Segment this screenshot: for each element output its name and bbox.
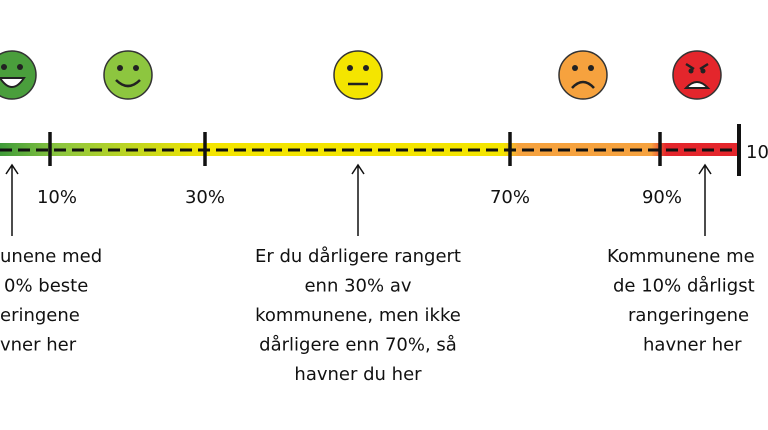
- note-line: rangeringene: [628, 305, 749, 326]
- note-line: havner her: [643, 335, 742, 356]
- note-line: 0% beste: [4, 276, 88, 297]
- note-line: dårligere enn 70%, så: [259, 335, 457, 356]
- note-line: unene med: [0, 246, 102, 267]
- tick-label: 70%: [490, 187, 530, 208]
- note-line: de 10% dårligst: [613, 276, 755, 297]
- note-line: eringene: [0, 305, 80, 326]
- tick-marks: [48, 124, 741, 176]
- note-line: kommunene, men ikke: [255, 305, 461, 326]
- note-line: havner du her: [294, 364, 422, 385]
- note-line: enn 30% av: [304, 276, 411, 297]
- tick-label: 10: [746, 142, 768, 163]
- face-neutral: [333, 50, 383, 100]
- tick-label: 10%: [37, 187, 77, 208]
- note-line: Kommunene me: [607, 246, 755, 267]
- face-angry: [672, 50, 722, 100]
- note-line: Er du dårligere rangert: [255, 246, 461, 267]
- note-line: vner her: [0, 335, 77, 356]
- face-sad: [558, 50, 608, 100]
- arrows: [5, 163, 712, 236]
- faces: [0, 50, 722, 100]
- tick-label: 30%: [185, 187, 225, 208]
- notes: unene med 0% beste eringene vner her Er du d…: [0, 246, 755, 385]
- tick-label: 90%: [642, 187, 682, 208]
- face-happy: [103, 50, 153, 100]
- face-very-happy: [0, 50, 37, 100]
